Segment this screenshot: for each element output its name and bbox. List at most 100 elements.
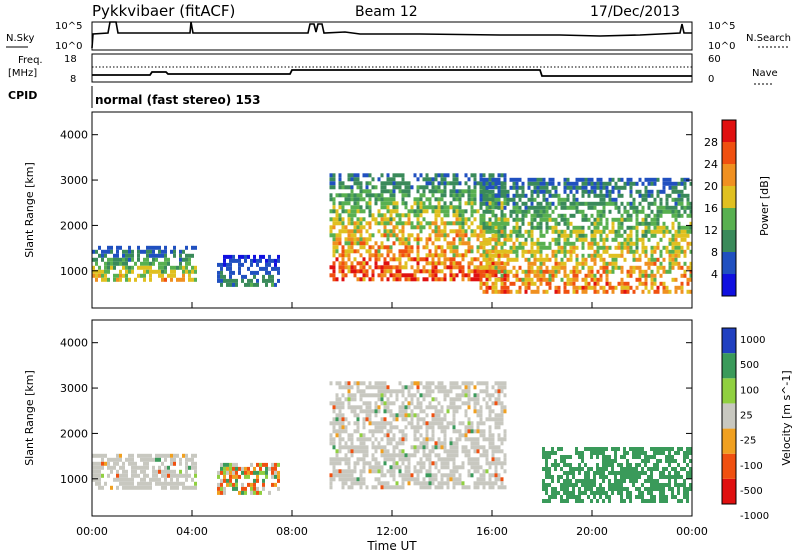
power-cell	[485, 257, 489, 262]
velocity-cell	[497, 393, 501, 398]
velocity-cell	[560, 459, 563, 463]
power-cell	[371, 273, 375, 278]
power-cell	[608, 197, 612, 202]
power-cell	[635, 225, 639, 230]
velocity-cell	[668, 471, 671, 475]
power-cell	[581, 237, 585, 242]
velocity-cell	[329, 433, 333, 438]
velocity-cell	[602, 451, 605, 455]
power-cell	[614, 185, 618, 190]
nsky-trace	[91, 21, 692, 49]
velocity-cell	[482, 437, 486, 442]
power-cell	[584, 181, 588, 186]
power-cell	[374, 217, 378, 222]
power-cell	[164, 277, 167, 282]
velocity-cell	[122, 485, 125, 490]
power-cell	[347, 193, 351, 198]
power-cell	[500, 225, 504, 230]
velocity-cell	[410, 381, 414, 386]
velocity-cell	[116, 473, 119, 478]
velocity-cell	[158, 481, 161, 486]
power-cell	[443, 181, 447, 186]
velocity-cell	[146, 457, 149, 462]
velocity-cell	[671, 455, 674, 459]
power-cell	[497, 181, 501, 186]
power-cell	[271, 274, 274, 279]
velocity-cell	[422, 385, 426, 390]
power-cell	[575, 209, 579, 214]
power-cell	[635, 265, 639, 270]
velocity-cell	[476, 393, 480, 398]
power-cell	[268, 262, 271, 267]
power-cell	[170, 265, 173, 270]
velocity-cell	[347, 393, 351, 398]
power-cell	[599, 181, 603, 186]
power-cell	[503, 265, 507, 270]
nsearch-tick-bottom: 10^0	[708, 41, 735, 52]
power-cell	[452, 197, 456, 202]
velocity-cell	[419, 457, 423, 462]
power-cell	[557, 261, 561, 266]
power-cell	[347, 213, 351, 218]
power-cell	[125, 249, 128, 254]
power-cell	[467, 261, 471, 266]
velocity-cell	[235, 466, 238, 471]
velocity-cell	[563, 491, 566, 495]
velocity-cell	[578, 479, 581, 483]
velocity-cell	[344, 425, 348, 430]
power-cell	[590, 221, 594, 226]
velocity-cell	[449, 445, 453, 450]
power-cell	[449, 221, 453, 226]
power-cell	[554, 265, 558, 270]
power-cell	[551, 209, 555, 214]
velocity-cell	[410, 453, 414, 458]
power-cell	[671, 237, 675, 242]
power-cell	[368, 257, 372, 262]
power-cell	[164, 253, 167, 258]
velocity-cell	[464, 485, 468, 490]
power-cell	[422, 205, 426, 210]
velocity-cell	[482, 453, 486, 458]
power-cell	[518, 209, 522, 214]
power-cell	[220, 278, 223, 283]
velocity-cell	[137, 473, 140, 478]
velocity-cell	[458, 393, 462, 398]
power-cell	[455, 265, 459, 270]
power-cell	[665, 245, 669, 250]
power-cell	[392, 217, 396, 222]
power-cell	[602, 213, 606, 218]
velocity-cell	[440, 381, 444, 386]
power-cell	[641, 273, 645, 278]
power-cell	[122, 265, 125, 270]
power-cell	[386, 221, 390, 226]
velocity-cell	[677, 447, 680, 451]
power-cell	[515, 205, 519, 210]
power-cell	[557, 245, 561, 250]
power-cell	[644, 225, 648, 230]
power-cell	[413, 277, 417, 282]
power-cell	[629, 185, 633, 190]
velocity-cell	[92, 473, 95, 478]
power-cell	[560, 197, 564, 202]
power-cell	[614, 265, 618, 270]
power-cell	[683, 177, 687, 182]
power-cell	[488, 249, 492, 254]
power-cell	[527, 277, 531, 282]
velocity-cell	[479, 465, 483, 470]
power-cell	[575, 285, 579, 290]
power-cell	[542, 277, 546, 282]
velocity-cell	[344, 441, 348, 446]
power-cell	[392, 229, 396, 234]
velocity-cell	[362, 445, 366, 450]
velocity-cell	[332, 477, 336, 482]
velocity-cell	[431, 433, 435, 438]
power-cell	[659, 205, 663, 210]
power-cell	[341, 205, 345, 210]
power-cell	[491, 225, 495, 230]
power-cell	[680, 225, 684, 230]
power-cell	[350, 233, 354, 238]
power-cell	[185, 257, 188, 262]
power-cell	[250, 270, 253, 275]
power-cell	[107, 277, 110, 282]
velocity-cell	[377, 429, 381, 434]
